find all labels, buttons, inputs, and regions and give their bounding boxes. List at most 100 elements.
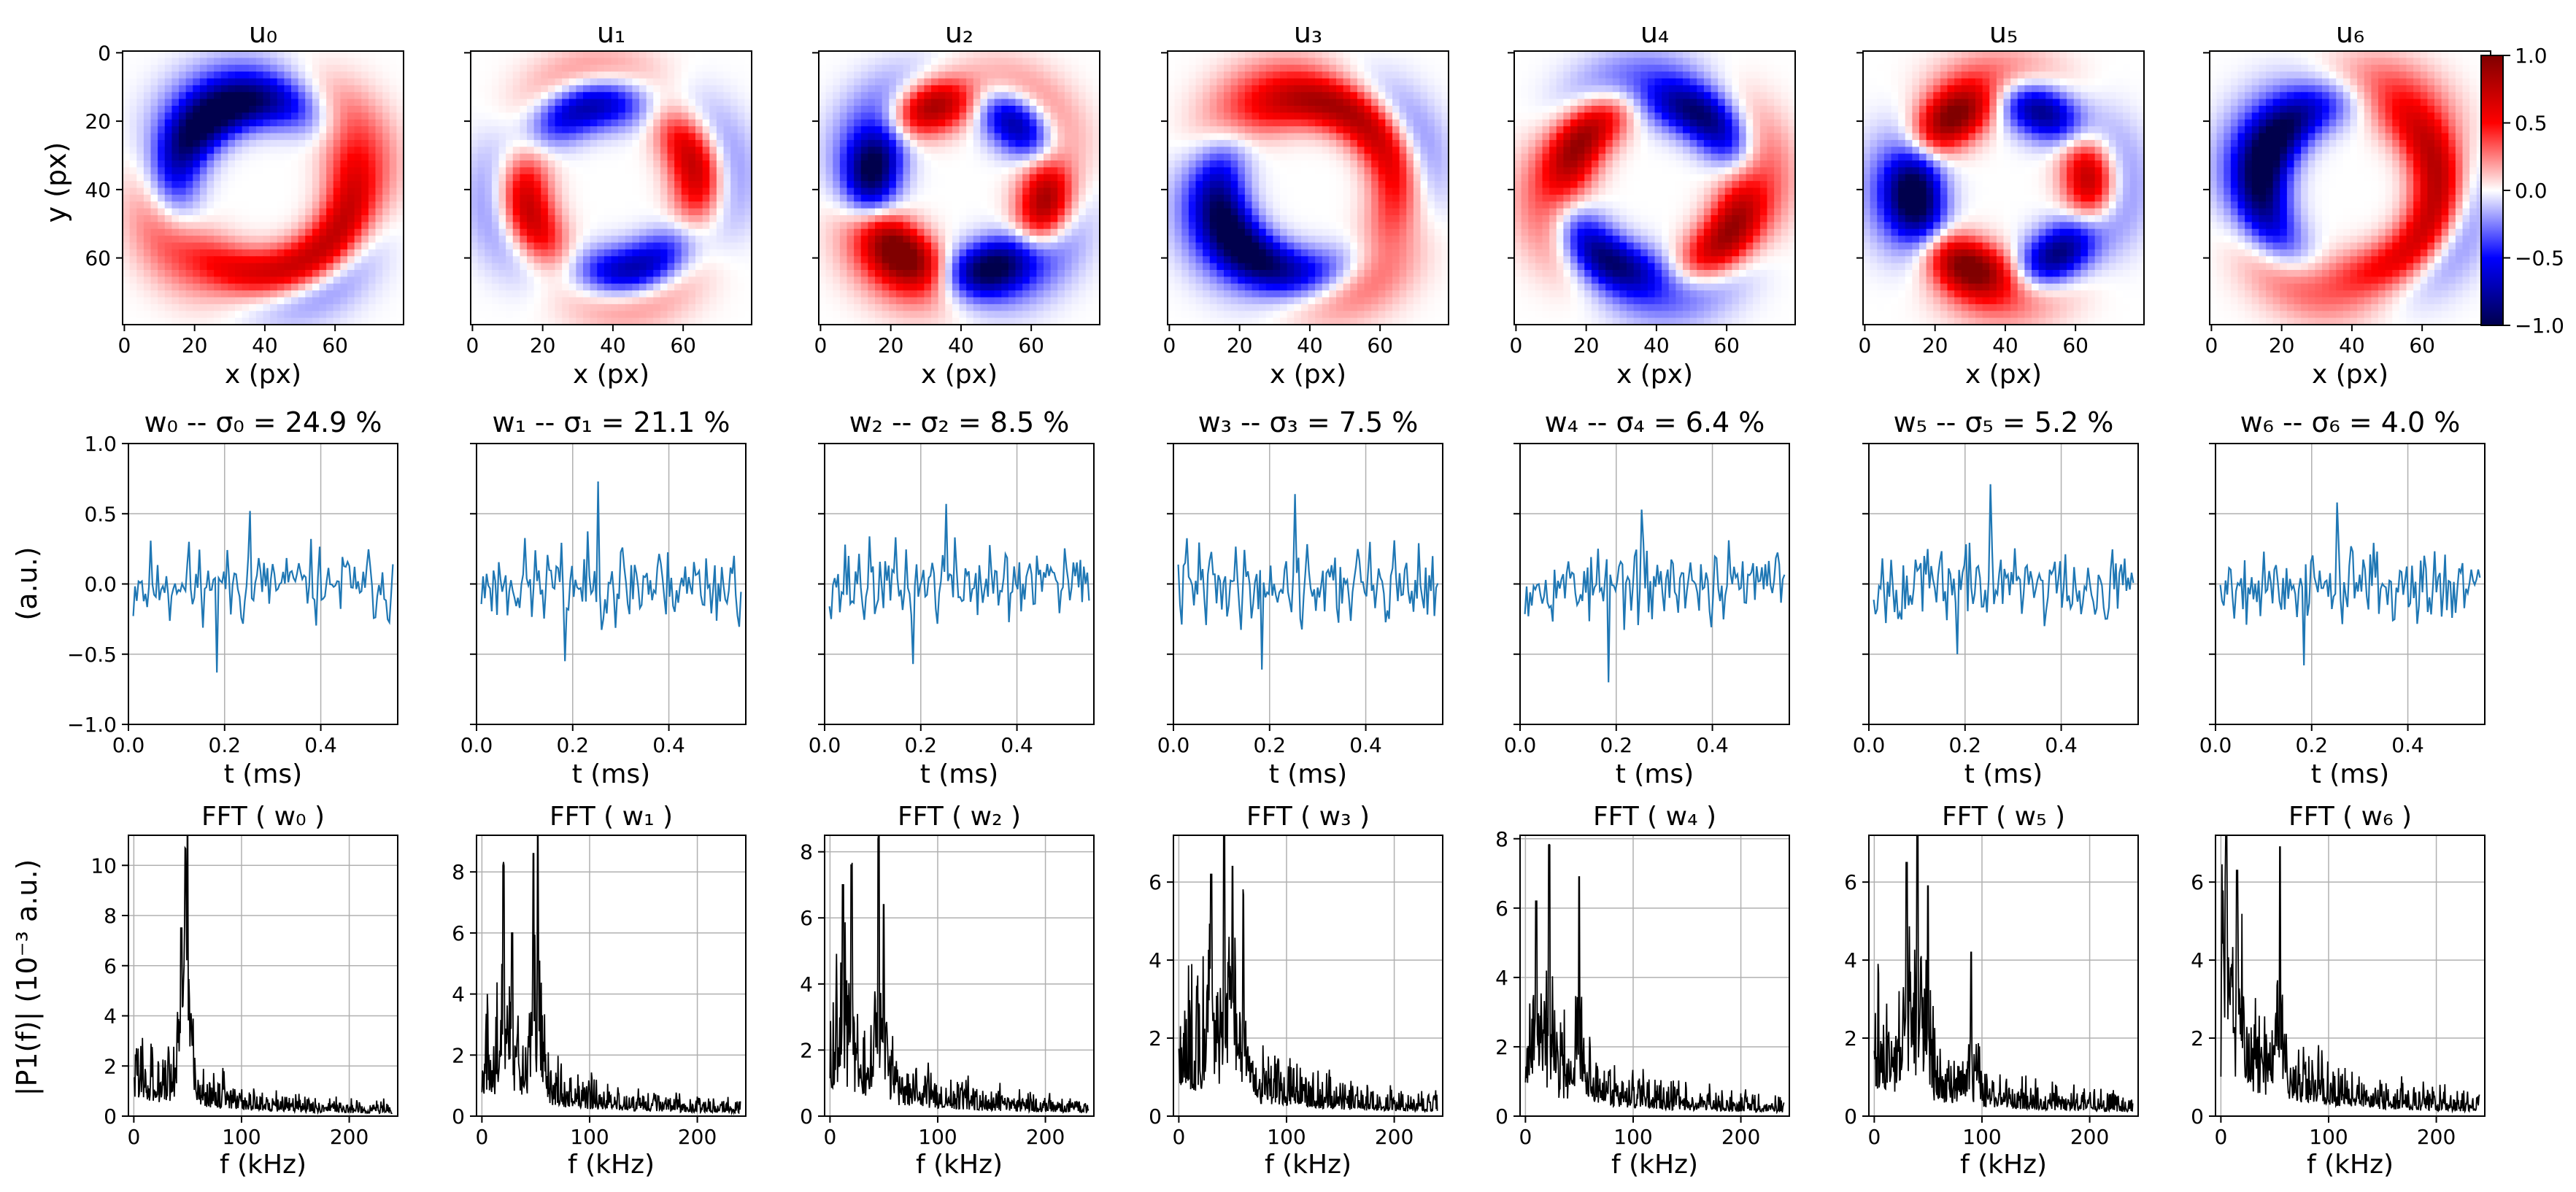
mode-map-pixel bbox=[277, 297, 285, 305]
mode-map-pixel bbox=[220, 194, 228, 202]
mode-map-pixel bbox=[590, 181, 598, 189]
mode-map-pixel bbox=[854, 311, 862, 319]
mode-map-pixel bbox=[214, 270, 222, 277]
mode-map-pixel bbox=[730, 98, 739, 107]
mode-map-pixel bbox=[305, 112, 313, 120]
mode-map-pixel bbox=[959, 126, 967, 134]
mode-map-pixel bbox=[562, 78, 570, 86]
mode-map-pixel bbox=[164, 242, 172, 250]
mode-map-pixel bbox=[1044, 126, 1052, 134]
mode-map-pixel bbox=[199, 263, 208, 271]
mode-map-pixel bbox=[639, 174, 647, 182]
mode-map-pixel bbox=[123, 58, 131, 66]
mode-map-pixel bbox=[931, 133, 939, 141]
mode-map-pixel bbox=[506, 208, 514, 216]
mode-map-pixel bbox=[214, 106, 222, 113]
mode-map-pixel bbox=[945, 317, 953, 325]
mode-map-pixel bbox=[270, 71, 278, 80]
mode-map-pixel bbox=[305, 85, 313, 93]
mode-map-pixel bbox=[547, 236, 556, 244]
mode-map-pixel bbox=[1044, 208, 1052, 216]
mode-map-pixel bbox=[319, 187, 327, 196]
mode-map-pixel bbox=[123, 160, 131, 168]
mode-map-pixel bbox=[123, 283, 131, 291]
mode-map-pixel bbox=[1036, 215, 1044, 222]
mode-map-pixel bbox=[477, 297, 485, 305]
mode-map-pixel bbox=[590, 133, 598, 141]
mode-map-pixel bbox=[702, 215, 710, 222]
mode-map-pixel bbox=[214, 317, 222, 325]
mode-map-pixel bbox=[895, 78, 904, 86]
mode-map-pixel bbox=[854, 78, 862, 86]
mode-map-pixel bbox=[1343, 58, 1351, 66]
mode-map-pixel bbox=[1265, 51, 1273, 58]
mode-map-pixel bbox=[199, 242, 208, 250]
mode-map-pixel bbox=[199, 303, 208, 311]
mode-map-pixel bbox=[506, 139, 514, 147]
mode-map-pixel bbox=[477, 201, 485, 209]
mode-map-pixel bbox=[603, 249, 612, 257]
mode-map-pixel bbox=[171, 297, 180, 305]
mode-map-pixel bbox=[744, 153, 752, 161]
mode-map-pixel bbox=[660, 201, 668, 209]
mode-map-pixel bbox=[825, 242, 833, 250]
mode-map-pixel bbox=[533, 249, 541, 257]
mode-map-pixel bbox=[361, 153, 369, 161]
mode-map-pixel bbox=[150, 249, 158, 257]
mode-map-pixel bbox=[903, 147, 911, 155]
mode-map-pixel bbox=[284, 208, 292, 216]
mode-map-pixel bbox=[688, 236, 696, 244]
mode-map-pixel bbox=[583, 270, 591, 277]
mode-map-pixel bbox=[702, 242, 710, 250]
mode-map-pixel bbox=[625, 51, 633, 58]
mode-map-pixel bbox=[917, 85, 925, 93]
mode-map-pixel bbox=[263, 126, 271, 134]
mode-map-pixel bbox=[158, 194, 166, 202]
mode-map-pixel bbox=[1036, 222, 1044, 230]
mode-map-pixel bbox=[298, 126, 306, 134]
mode-map-pixel bbox=[498, 58, 506, 66]
mode-map-pixel bbox=[1092, 106, 1100, 113]
mode-map-pixel bbox=[312, 236, 320, 244]
mode-map-pixel bbox=[193, 215, 201, 222]
mode-map-pixel bbox=[576, 317, 584, 325]
mode-map-pixel bbox=[847, 242, 855, 250]
mode-map-pixel bbox=[973, 222, 981, 230]
mode-map-pixel bbox=[895, 276, 904, 285]
mode-map-pixel bbox=[889, 270, 897, 277]
mode-map-pixel bbox=[1092, 98, 1100, 107]
mode-map-pixel bbox=[875, 174, 883, 182]
mode-map-pixel bbox=[716, 236, 725, 244]
mode-map-pixel bbox=[611, 317, 619, 325]
mode-map-pixel bbox=[249, 85, 257, 93]
mode-map-pixel bbox=[1434, 51, 1442, 58]
mode-map-pixel bbox=[959, 174, 967, 182]
mode-map-pixel bbox=[1092, 297, 1100, 305]
mode-map-pixel bbox=[361, 78, 369, 86]
mode-map-pixel bbox=[305, 174, 313, 182]
mode-map-pixel bbox=[632, 78, 640, 86]
mode-map-pixel bbox=[819, 270, 827, 277]
mode-map-pixel bbox=[646, 167, 654, 175]
mode-map-pixel bbox=[895, 133, 904, 141]
mode-map-pixel bbox=[255, 311, 264, 319]
mode-map-pixel bbox=[1216, 58, 1225, 66]
mode-map-pixel bbox=[1265, 64, 1273, 72]
mode-map-pixel bbox=[491, 256, 500, 264]
mode-map-pixel bbox=[471, 126, 479, 134]
mode-map-pixel bbox=[498, 147, 506, 155]
mode-map-pixel bbox=[723, 71, 731, 80]
mode-map-pixel bbox=[903, 242, 911, 250]
mode-map-pixel bbox=[284, 139, 292, 147]
mode-map-pixel bbox=[347, 194, 355, 202]
mode-map-pixel bbox=[1071, 317, 1079, 325]
mode-map-pixel bbox=[1085, 126, 1093, 134]
mode-map-pixel bbox=[819, 58, 827, 66]
mode-map-pixel bbox=[506, 236, 514, 244]
mode-map-pixel bbox=[477, 228, 485, 236]
mode-map-pixel bbox=[368, 126, 377, 134]
mode-map-pixel bbox=[143, 215, 152, 222]
mode-map-pixel bbox=[242, 317, 250, 325]
mode-map-pixel bbox=[667, 228, 675, 236]
mode-map-pixel bbox=[568, 64, 576, 72]
